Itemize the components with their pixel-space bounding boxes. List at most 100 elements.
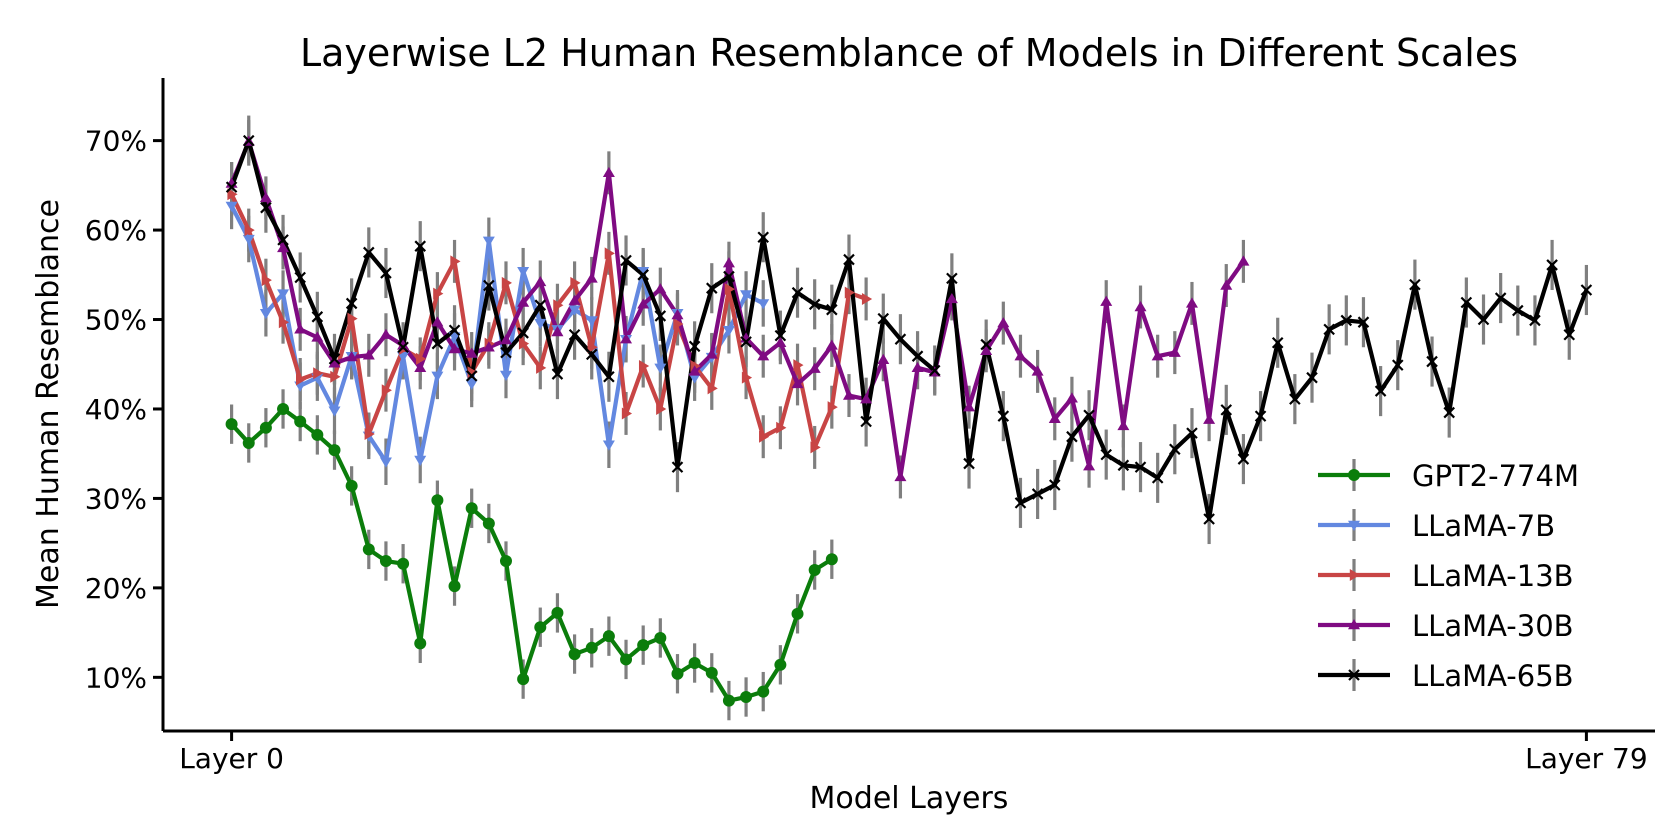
- point-llama-65b: [363, 246, 375, 259]
- point-llama-7b: [740, 290, 753, 301]
- point-llama-65b: [260, 201, 272, 214]
- point-llama-13b: [227, 188, 238, 201]
- point-llama-7b: [225, 201, 238, 212]
- y-tick-label: 20%: [85, 572, 147, 605]
- series-line-gpt2-774m: [230, 406, 833, 703]
- point-llama-65b: [397, 341, 409, 354]
- point-llama-7b: [242, 234, 255, 246]
- y-tick-label: 40%: [85, 393, 147, 426]
- point-llama-30b: [294, 323, 307, 334]
- point-llama-30b: [517, 296, 530, 307]
- point-gpt2-774m: [448, 580, 461, 593]
- ticks: 10% 20% 30% 40% 50% 60% 70% Layer 0 Layer 79: [85, 125, 1648, 775]
- point-llama-30b: [963, 401, 976, 412]
- point-llama-13b: [278, 316, 290, 329]
- point-llama-65b: [1289, 393, 1301, 405]
- point-llama-30b: [877, 353, 890, 364]
- legend-item-llama-13b[interactable]: LLaMA-13B: [1318, 559, 1574, 593]
- point-llama-13b: [604, 247, 615, 260]
- point-llama-30b: [945, 292, 958, 304]
- point-llama-65b: [517, 327, 529, 339]
- point-llama-30b: [602, 166, 615, 178]
- point-llama-65b: [465, 370, 478, 382]
- point-llama-30b: [345, 351, 358, 362]
- point-llama-65b: [1271, 337, 1284, 349]
- point-llama-65b: [1374, 385, 1387, 397]
- point-gpt2-774m: [551, 606, 564, 619]
- point-llama-30b: [1134, 300, 1147, 312]
- point-llama-30b: [860, 393, 873, 404]
- point-llama-30b: [1117, 419, 1130, 431]
- point-llama-7b: [688, 373, 701, 384]
- point-llama-65b: [1151, 472, 1164, 484]
- point-gpt2-774m: [602, 630, 615, 643]
- point-gpt2-774m: [637, 639, 650, 652]
- point-llama-65b: [1186, 427, 1198, 439]
- point-llama-65b: [1014, 497, 1027, 509]
- point-llama-30b: [774, 336, 787, 347]
- point-llama-65b: [877, 312, 890, 325]
- legend-item-llama-30b[interactable]: LLaMA-30B: [1318, 609, 1574, 643]
- point-gpt2-774m: [294, 415, 307, 428]
- point-llama-13b: [827, 401, 838, 414]
- point-llama-13b: [244, 224, 255, 237]
- point-gpt2-774m: [225, 418, 238, 431]
- point-llama-30b: [980, 344, 993, 356]
- point-gpt2-774m: [397, 557, 410, 570]
- point-llama-65b: [1134, 461, 1147, 473]
- point-llama-65b: [1340, 314, 1353, 327]
- point-llama-65b: [1580, 284, 1593, 296]
- point-llama-65b: [1426, 355, 1438, 368]
- legend[interactable]: GPT2-774M LLaMA-7B LLaMA-13B LLaMA-30B LLaMA…: [1318, 459, 1579, 693]
- point-llama-7b: [259, 309, 272, 320]
- point-llama-65b: [242, 134, 255, 147]
- point-llama-30b: [259, 191, 272, 203]
- legend-item-llama-65b[interactable]: LLaMA-65B: [1318, 659, 1574, 693]
- point-llama-30b: [620, 333, 633, 344]
- point-llama-13b: [776, 421, 787, 434]
- point-llama-65b: [500, 346, 512, 359]
- point-llama-65b: [774, 329, 787, 342]
- point-llama-13b: [433, 287, 444, 300]
- legend-label: LLaMA-30B: [1412, 609, 1574, 643]
- legend-marker: [1348, 469, 1360, 481]
- point-llama-30b: [842, 389, 855, 400]
- point-llama-65b: [860, 415, 872, 428]
- point-llama-65b: [1237, 453, 1250, 465]
- x-axis-title: Model Layers: [810, 781, 1009, 816]
- point-llama-7b: [414, 455, 427, 466]
- point-llama-13b: [844, 286, 855, 299]
- point-gpt2-774m: [414, 637, 427, 650]
- point-llama-65b: [997, 410, 1010, 422]
- axes: [161, 78, 1655, 733]
- point-llama-65b: [723, 270, 735, 283]
- series-lines: [229, 138, 1589, 703]
- point-llama-65b: [757, 231, 770, 244]
- point-gpt2-774m: [808, 563, 821, 576]
- point-gpt2-774m: [482, 517, 495, 530]
- legend-item-llama-7b[interactable]: LLaMA-7B: [1318, 509, 1555, 543]
- point-llama-65b: [1306, 371, 1318, 384]
- point-llama-65b: [1494, 292, 1507, 304]
- point-llama-65b: [1323, 323, 1335, 336]
- point-llama-30b: [1065, 392, 1078, 403]
- point-llama-65b: [1083, 409, 1095, 422]
- point-gpt2-774m: [517, 673, 530, 686]
- point-llama-65b: [706, 282, 718, 294]
- legend-item-gpt2-774m[interactable]: GPT2-774M: [1318, 459, 1579, 493]
- point-llama-7b: [585, 316, 598, 327]
- point-llama-7b: [465, 379, 478, 390]
- point-llama-65b: [1443, 406, 1455, 419]
- point-llama-30b: [911, 361, 924, 373]
- point-llama-13b: [450, 255, 461, 268]
- y-tick-label: 50%: [85, 304, 147, 337]
- point-llama-30b: [637, 298, 650, 309]
- point-gpt2-774m: [465, 502, 478, 515]
- point-llama-7b: [328, 406, 341, 417]
- y-tick-label: 10%: [85, 661, 147, 694]
- point-llama-13b: [553, 299, 564, 312]
- point-gpt2-774m: [242, 436, 255, 449]
- legend-marker: [1348, 619, 1360, 630]
- point-gpt2-774m: [534, 621, 547, 634]
- legend-marker: [1349, 569, 1360, 581]
